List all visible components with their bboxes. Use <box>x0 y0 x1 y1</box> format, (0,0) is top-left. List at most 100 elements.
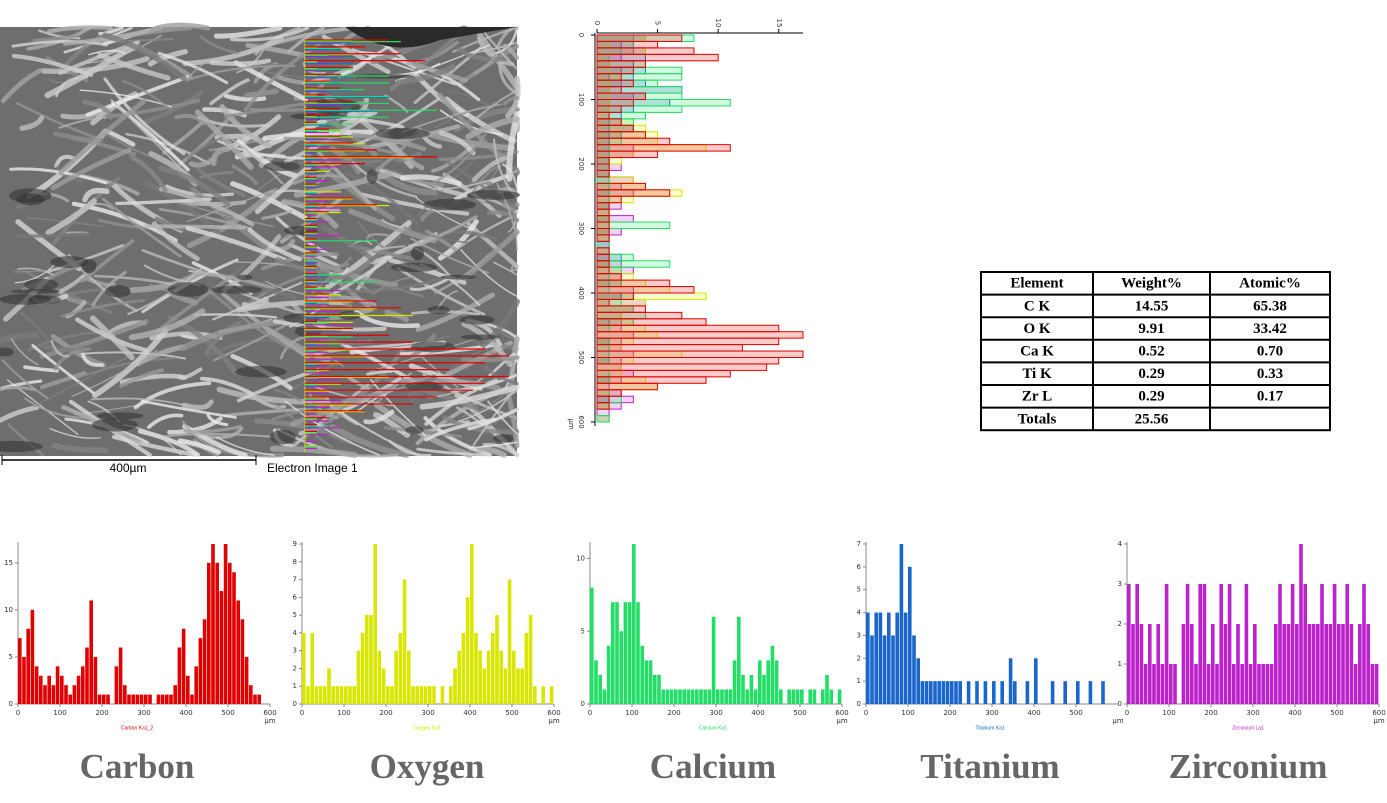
bar <box>590 587 594 704</box>
bar <box>665 689 670 704</box>
fiber <box>82 99 114 120</box>
fiber <box>444 96 517 144</box>
fiber <box>438 130 476 156</box>
bar <box>177 647 182 704</box>
pore <box>427 305 450 315</box>
bar <box>825 674 829 704</box>
pore <box>405 426 424 435</box>
fiber <box>405 177 445 187</box>
pore <box>236 274 253 281</box>
bar <box>81 666 85 704</box>
overlay-bar <box>596 182 646 191</box>
pore <box>390 262 438 273</box>
fiber <box>351 132 427 152</box>
y-tick-label: 15 <box>4 559 13 567</box>
x-tick-label: 200 <box>379 709 392 717</box>
fiber <box>457 389 518 423</box>
bar <box>249 685 253 704</box>
fiber <box>47 25 113 34</box>
fiber <box>34 356 128 407</box>
x-tick-label: 600 <box>547 709 560 717</box>
table-header: Weight% <box>1121 276 1182 292</box>
y-axis-unit: µm <box>567 418 575 429</box>
fiber <box>181 420 215 448</box>
overlay-bar <box>596 376 707 384</box>
bar <box>1227 584 1232 704</box>
bar <box>1236 624 1240 704</box>
bar <box>314 686 319 704</box>
x-tick-label: 200 <box>1204 709 1217 717</box>
bar <box>1000 681 1004 704</box>
bar <box>941 681 946 704</box>
overlay-bar <box>596 157 610 165</box>
fiber <box>356 220 411 266</box>
fiber <box>419 384 520 410</box>
bar <box>966 681 971 704</box>
bar <box>453 668 457 704</box>
table-cell: 14.55 <box>1135 298 1169 314</box>
bar <box>983 681 988 704</box>
x-tick-label: 0 <box>593 21 601 25</box>
fiber <box>247 26 357 54</box>
bar <box>741 674 745 704</box>
table-cell: C K <box>1024 298 1051 314</box>
bar <box>18 638 22 704</box>
x-tick-label: 500 <box>793 709 806 717</box>
fiber <box>441 157 519 211</box>
overlay-bar <box>596 34 683 42</box>
overlay-bar <box>596 266 610 275</box>
bar <box>1248 664 1253 704</box>
bar <box>186 675 190 704</box>
x-tick-label: 400 <box>179 709 192 717</box>
bar <box>310 632 314 704</box>
fiber <box>185 61 208 81</box>
bar <box>360 632 365 704</box>
bar <box>160 694 165 704</box>
y-tick-label: 9 <box>293 540 297 548</box>
overlay-bar <box>596 253 610 262</box>
bar <box>449 686 453 704</box>
fiber <box>110 98 187 174</box>
fiber <box>77 357 176 379</box>
bar <box>598 674 602 704</box>
y-tick-label: 3 <box>857 631 861 639</box>
y-tick-label: 5 <box>9 653 13 661</box>
bar <box>1353 664 1358 704</box>
fiber <box>493 261 518 276</box>
fiber <box>507 208 518 233</box>
bar <box>51 685 56 704</box>
pore <box>210 285 263 294</box>
x-tick-label: 300 <box>1246 709 1259 717</box>
bar <box>791 689 796 704</box>
x-tick-label: 300 <box>985 709 998 717</box>
fiber <box>157 51 229 85</box>
x-tick-label: 400 <box>1288 709 1301 717</box>
fiber <box>184 64 296 82</box>
pore <box>466 190 520 200</box>
fiber <box>205 338 276 358</box>
bar <box>1274 624 1278 704</box>
fiber <box>101 32 187 82</box>
bar <box>1164 584 1169 704</box>
y-tick-label: 200 <box>577 157 585 170</box>
overlay-bar <box>596 195 622 204</box>
bar <box>478 650 482 704</box>
bar <box>703 689 707 704</box>
bar <box>945 681 950 704</box>
bar <box>1337 624 1341 704</box>
overlay-bar <box>596 131 646 139</box>
fiber <box>103 77 186 156</box>
pore <box>493 434 514 443</box>
bar <box>1076 681 1080 704</box>
fiber <box>369 338 475 372</box>
fiber <box>111 434 198 458</box>
fiber <box>14 264 55 284</box>
x-tick-label: 15 <box>775 19 783 28</box>
bar <box>1290 584 1295 704</box>
sem-texture <box>0 22 521 458</box>
bar <box>219 591 224 704</box>
y-tick-label: 7 <box>857 540 861 548</box>
overlay-bar <box>596 228 610 236</box>
bar <box>808 689 812 704</box>
fiber <box>19 311 51 342</box>
